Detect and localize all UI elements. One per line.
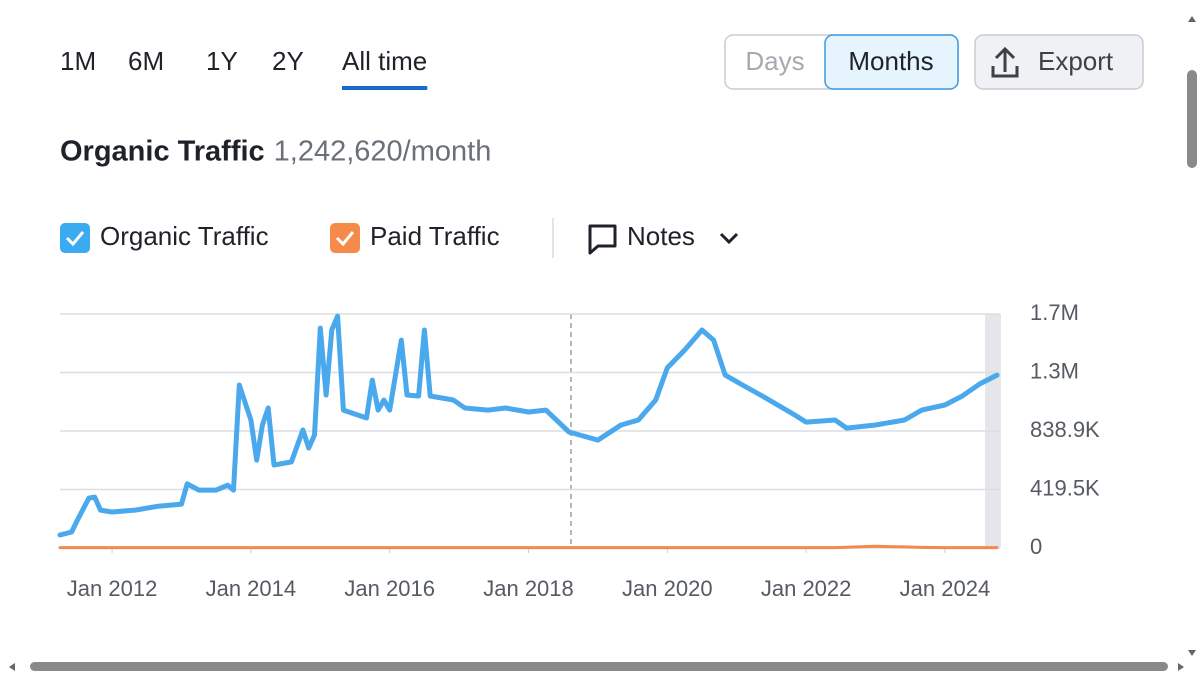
- chart-title: Organic Traffic: [60, 136, 265, 168]
- period-tab[interactable]: 2Y: [272, 46, 304, 76]
- y-tick-label: 419.5K: [1030, 475, 1100, 500]
- check: [65, 231, 85, 247]
- period-tab[interactable]: 6M: [128, 46, 164, 76]
- days-button[interactable]: Days: [745, 46, 804, 76]
- months-button[interactable]: Months: [848, 46, 933, 76]
- notes-icon: [588, 224, 617, 255]
- x-tick-label: Jan 2024: [900, 576, 991, 601]
- y-tick-label: 1.7M: [1030, 300, 1079, 325]
- vertical-scrollbar[interactable]: [1187, 70, 1197, 168]
- period-tab[interactable]: All time: [342, 46, 427, 76]
- x-tick-label: Jan 2018: [483, 576, 574, 601]
- export-label[interactable]: Export: [1038, 46, 1114, 76]
- x-tick-label: Jan 2012: [67, 576, 158, 601]
- active-tab-underline: [342, 86, 428, 90]
- export-icon: [991, 46, 1019, 78]
- horizontal-scrollbar[interactable]: [30, 662, 1168, 671]
- notes-button[interactable]: Notes: [627, 221, 695, 251]
- period-tab[interactable]: 1Y: [206, 46, 238, 76]
- active-granularity-bg: [824, 34, 959, 90]
- x-tick-label: Jan 2020: [622, 576, 713, 601]
- series-line: [57, 313, 1000, 538]
- series-line: [58, 544, 999, 550]
- period-tab[interactable]: 1M: [60, 46, 96, 76]
- check: [335, 231, 355, 247]
- x-tick-label: Jan 2016: [344, 576, 435, 601]
- y-tick-label: 838.9K: [1030, 417, 1100, 442]
- x-tick-label: Jan 2014: [206, 576, 297, 601]
- y-tick-label: 1.3M: [1030, 358, 1079, 383]
- y-tick-label: 0: [1030, 534, 1042, 559]
- x-tick-label: Jan 2022: [761, 576, 852, 601]
- legend-label: Paid Traffic: [370, 221, 500, 251]
- organic-checkbox[interactable]: [60, 223, 90, 253]
- chevron: [719, 232, 739, 245]
- paid-checkbox[interactable]: [330, 223, 360, 253]
- legend-label: Organic Traffic: [100, 221, 269, 251]
- chart-subtitle: 1,242,620/month: [274, 136, 492, 168]
